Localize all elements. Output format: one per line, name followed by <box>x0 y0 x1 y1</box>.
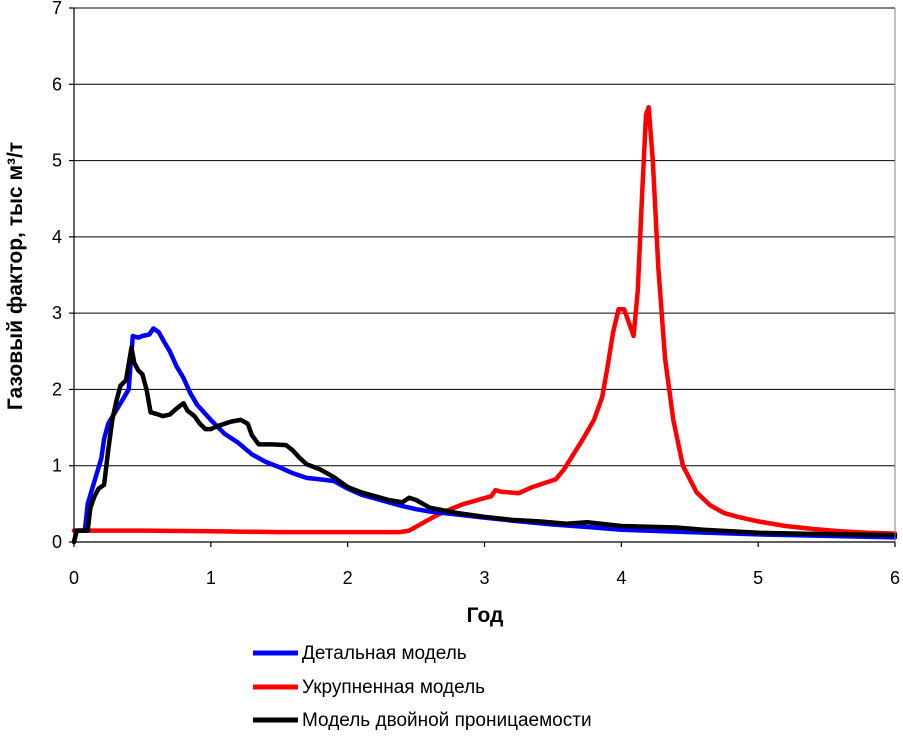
x-tick-label: 3 <box>479 568 489 588</box>
legend-label: Модель двойной проницаемости <box>302 710 592 731</box>
y-tick-label: 4 <box>52 227 62 247</box>
y-tick-label: 3 <box>52 303 62 323</box>
x-tick-label: 5 <box>753 568 763 588</box>
tick-labels: 0 1 2 3 4 5 6 7 0 1 2 3 4 5 6 <box>52 0 900 588</box>
x-tick-label: 0 <box>69 568 79 588</box>
series-lines <box>71 104 898 545</box>
x-tick-label: 1 <box>206 568 216 588</box>
y-axis-title: Газовый фактор, тыс м³/т <box>4 142 27 410</box>
legend-label: Детальная модель <box>302 643 467 664</box>
series-line-3 <box>71 345 898 545</box>
x-tick-label: 4 <box>616 568 626 588</box>
series-line-2 <box>71 104 898 536</box>
y-tick-label: 2 <box>52 379 62 399</box>
y-tick-label: 6 <box>52 74 62 94</box>
series-line-1 <box>71 326 898 545</box>
y-tick-label: 1 <box>52 456 62 476</box>
y-tick-label: 5 <box>52 151 62 171</box>
x-axis-title: Год <box>467 604 504 627</box>
x-tick-label: 6 <box>890 568 900 588</box>
x-tick-label: 2 <box>343 568 353 588</box>
legend-label: Укрупненная модель <box>302 677 485 698</box>
axes <box>69 7 896 547</box>
y-tick-label: 0 <box>52 532 62 552</box>
y-tick-label: 7 <box>52 0 62 18</box>
legend: Детальная модель Укрупненная модель Модель… <box>253 643 592 731</box>
gridlines <box>74 7 895 467</box>
